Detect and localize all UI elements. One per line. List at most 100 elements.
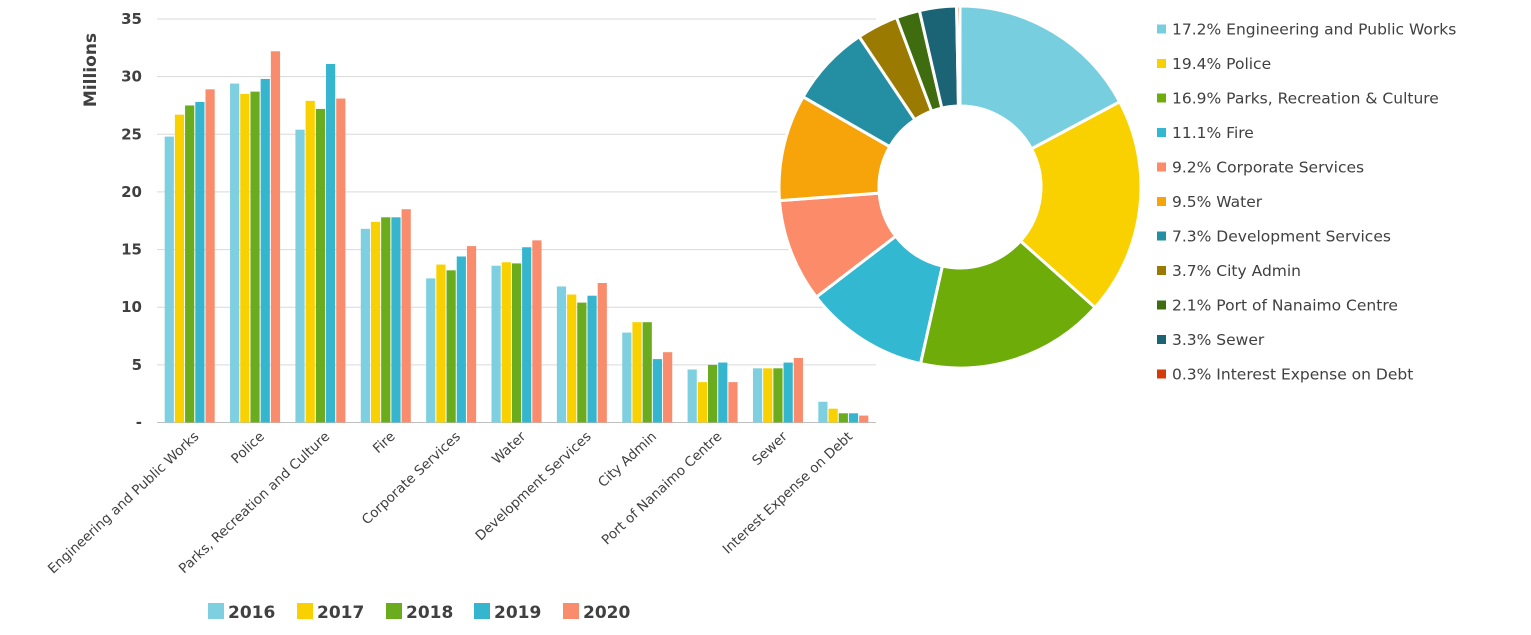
legend-label: 3.7% City Admin — [1172, 262, 1301, 280]
donut-chart-slices — [777, 4, 1143, 370]
bar — [446, 270, 456, 423]
bar-chart-y-axis-label: Millions — [81, 33, 101, 107]
x-tick-label: Port of Nanaimo Centre — [599, 429, 726, 549]
y-tick-label: - — [136, 414, 142, 432]
legend-label: 11.1% Fire — [1172, 124, 1254, 142]
bar — [663, 352, 673, 423]
x-tick-label: City Admin — [595, 429, 660, 491]
y-tick-label: 5 — [132, 356, 142, 374]
bar — [687, 369, 697, 423]
bar — [652, 359, 663, 423]
legend-label: 3.3% Sewer — [1172, 331, 1265, 349]
y-tick-label: 30 — [121, 68, 142, 86]
bar — [336, 98, 346, 423]
bar — [174, 114, 185, 423]
bar — [773, 368, 783, 423]
legend-swatch — [1157, 197, 1166, 206]
bar — [391, 217, 401, 423]
legend-swatch — [1157, 266, 1166, 275]
bar — [370, 221, 381, 423]
bar-chart-legend: 2016 2017 2018 2019 2020 — [208, 603, 630, 623]
y-tick-label: 35 — [121, 10, 142, 28]
legend-label: 16.9% Parks, Recreation & Culture — [1172, 90, 1439, 108]
bar — [185, 105, 195, 423]
legend-swatch — [1157, 300, 1166, 310]
legend-swatch — [1157, 24, 1166, 34]
legend-swatch — [1157, 231, 1166, 241]
bar — [240, 93, 250, 423]
donut-slice — [919, 239, 1097, 370]
bar — [718, 362, 728, 423]
bar — [567, 294, 577, 423]
bar — [763, 368, 773, 423]
bar — [632, 322, 642, 423]
legend-swatch — [1157, 59, 1166, 68]
x-tick-label: Water — [489, 428, 529, 467]
legend-label: 9.5% Water — [1172, 193, 1263, 211]
x-tick-label: Sewer — [749, 428, 791, 468]
bar — [501, 262, 511, 423]
bar — [697, 382, 707, 423]
bar — [360, 228, 370, 423]
bar — [260, 78, 270, 423]
legend-swatch — [563, 603, 579, 619]
bar — [250, 91, 260, 423]
bar — [642, 322, 652, 423]
bar — [305, 100, 315, 423]
legend-swatch — [1157, 335, 1166, 344]
y-tick-label: 10 — [121, 298, 142, 316]
bar — [577, 302, 587, 423]
legend-swatch — [1157, 93, 1166, 103]
legend-label: 2016 — [228, 603, 275, 623]
legend-label: 2020 — [583, 603, 630, 623]
legend-label: 0.3% Interest Expense on Debt — [1172, 366, 1413, 384]
bar — [466, 246, 477, 423]
bar — [205, 89, 215, 423]
legend-swatch — [474, 603, 490, 619]
legend-swatch — [1157, 162, 1166, 172]
legend-label: 2018 — [406, 603, 453, 623]
legend-swatch — [297, 603, 313, 619]
legend-swatch — [1157, 369, 1166, 379]
legend-label: 9.2% Corporate Services — [1172, 159, 1364, 177]
bar — [838, 413, 848, 423]
bar-chart-y-ticks: - 5 10 15 20 25 30 35 — [121, 10, 142, 432]
y-tick-label: 20 — [121, 183, 142, 201]
bar — [315, 108, 326, 423]
bar — [783, 362, 793, 423]
bar — [818, 401, 828, 423]
donut-slice — [958, 4, 1122, 151]
bar — [556, 286, 567, 423]
bar — [848, 413, 859, 423]
bar — [752, 368, 763, 423]
bar — [859, 415, 869, 423]
legend-swatch — [386, 603, 402, 619]
bar — [828, 408, 838, 423]
bar — [707, 364, 718, 423]
legend-label: 17.2% Engineering and Public Works — [1172, 21, 1456, 39]
legend-label: 2017 — [317, 603, 364, 623]
bar — [436, 264, 446, 423]
legend-label: 2019 — [494, 603, 541, 623]
y-tick-label: 25 — [121, 125, 142, 143]
bar-chart-bars — [164, 51, 869, 423]
bar — [270, 51, 281, 423]
bar — [728, 382, 738, 423]
bar — [793, 357, 803, 423]
bar — [195, 102, 205, 423]
legend-label: 19.4% Police — [1172, 55, 1271, 73]
legend-label: 7.3% Development Services — [1172, 228, 1391, 246]
bar — [491, 265, 501, 423]
bar — [587, 295, 597, 423]
donut-slice — [1018, 100, 1143, 310]
x-tick-label: Engineering and Public Works — [45, 429, 203, 577]
legend-swatch — [208, 603, 224, 619]
y-tick-label: 15 — [121, 241, 142, 259]
bar — [381, 217, 391, 423]
donut-chart-legend: 17.2% Engineering and Public Works 19.4% … — [1157, 21, 1456, 384]
bar — [456, 256, 466, 423]
bar — [622, 332, 632, 423]
bar — [426, 278, 436, 423]
bar — [295, 129, 305, 423]
